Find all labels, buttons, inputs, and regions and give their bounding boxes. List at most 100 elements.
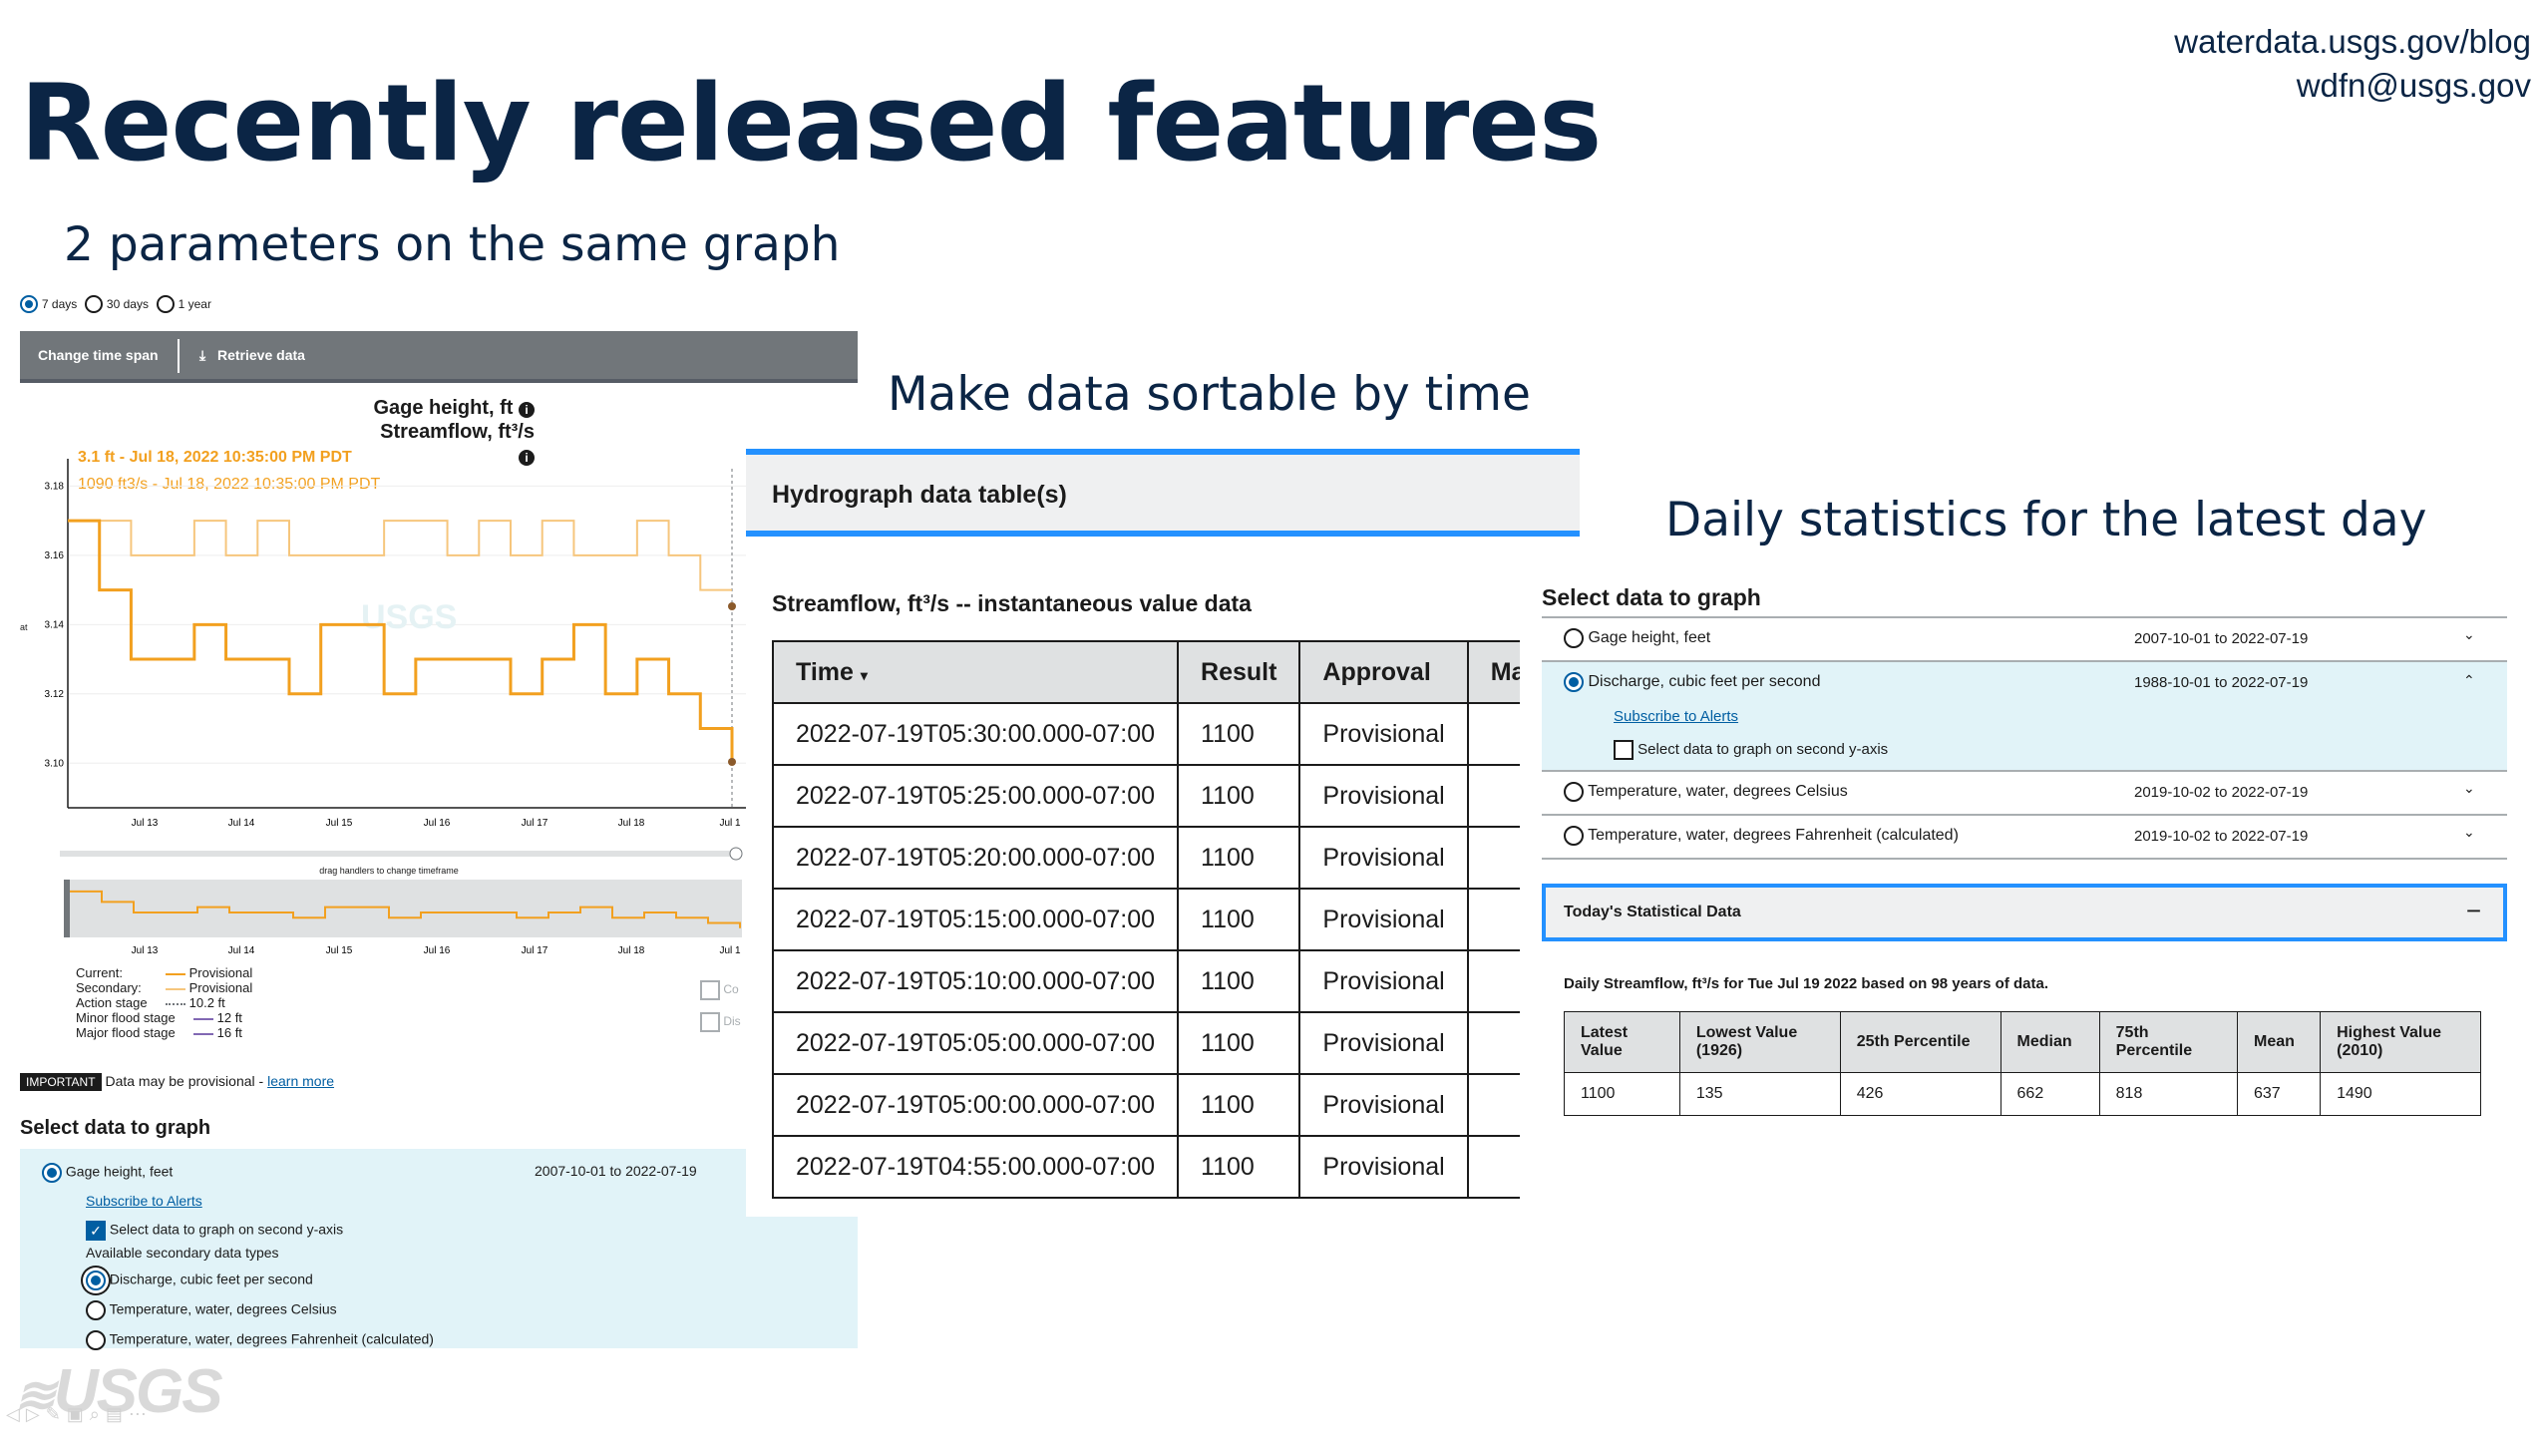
brush-label: drag handlers to change timeframe <box>319 866 459 876</box>
slide-title: Recently released features <box>20 62 1602 184</box>
x-tick-label: Jul 15 <box>326 945 353 956</box>
provisional-notice: IMPORTANT Data may be provisional - lear… <box>20 1073 335 1091</box>
slides-icon[interactable]: ▣ <box>66 1404 90 1424</box>
hydrograph-chart[interactable]: 3.183.163.143.123.10 Jul 13 Jul 14 Jul 15 J… <box>20 459 758 977</box>
cell-mask <box>1466 888 1520 951</box>
info-icon[interactable]: i <box>519 450 535 466</box>
secondary-temp-fahrenheit[interactable]: Temperature, water, degrees Fahrenheit (… <box>86 1330 434 1350</box>
stats-col-header: Median <box>2000 1011 2100 1073</box>
cell-time: 2022-07-19T05:25:00.000-07:00 <box>772 764 1180 828</box>
brush-slider-handle[interactable] <box>729 847 743 861</box>
stats-second-axis-checkbox[interactable] <box>1614 740 1634 760</box>
brush-left-handle[interactable] <box>64 880 70 937</box>
contact-email[interactable]: wdfn@usgs.gov <box>2296 67 2531 104</box>
radio-7-days-icon[interactable] <box>20 295 38 314</box>
radio-1-year-icon[interactable] <box>156 295 175 314</box>
stats-param-gage-height[interactable]: Gage height, feet 2007-10-01 to 2022-07-… <box>1542 618 2507 662</box>
col-mask-header[interactable]: Mask <box>1466 640 1520 704</box>
radio-temp-fahrenheit[interactable] <box>86 1330 106 1350</box>
cell-approval: Provisional <box>1298 949 1469 1013</box>
x-tick-label: Jul 1 <box>719 818 741 829</box>
second-axis-checkbox[interactable]: ✓ <box>86 1221 106 1241</box>
chevron-down-icon[interactable]: ⌄ <box>2463 824 2475 840</box>
legend-current: Current: Provisional <box>76 965 253 980</box>
secondary-discharge[interactable]: Discharge, cubic feet per second <box>86 1271 313 1290</box>
chevron-down-icon[interactable]: ⌄ <box>2463 626 2475 642</box>
stats-param-temp-celsius[interactable]: Temperature, water, degrees Celsius 2019… <box>1542 772 2507 816</box>
side-check-1[interactable] <box>700 979 720 1000</box>
info-icon[interactable]: i <box>519 402 535 418</box>
contact-url[interactable]: waterdata.usgs.gov/blog <box>2174 23 2531 60</box>
radio-7-days[interactable]: 7 days <box>20 295 77 314</box>
table-caption: Streamflow, ft³/s -- instantaneous value… <box>772 590 1252 616</box>
todays-stats-accordion[interactable]: Today's Statistical Data − <box>1542 884 2507 941</box>
cell-approval: Provisional <box>1298 888 1469 951</box>
usgs-footer-logo: ≋USGS <box>14 1357 223 1426</box>
table-accordion-title: Hydrograph data table(s) <box>772 481 1067 509</box>
x-tick-label: Jul 18 <box>618 945 645 956</box>
stats-param-discharge[interactable]: Discharge, cubic feet per second 1988-10… <box>1542 662 2507 772</box>
chevron-up-icon[interactable]: ⌃ <box>2463 672 2475 688</box>
chevron-down-icon[interactable]: ⌄ <box>2463 780 2475 796</box>
subscribe-alerts-link[interactable]: Subscribe to Alerts <box>86 1193 202 1209</box>
stats-value-cell: 135 <box>1678 1072 1841 1116</box>
play-icon[interactable]: ▷ <box>25 1404 46 1424</box>
graph-title-streamflow: Streamflow, ft³/s <box>380 421 535 443</box>
available-secondary-label: Available secondary data types <box>86 1245 279 1261</box>
stats-subscribe-link[interactable]: Subscribe to Alerts <box>1614 708 1739 725</box>
prev-slide-icon[interactable]: ◁ <box>6 1404 26 1424</box>
cell-result: 1100 <box>1177 1135 1301 1199</box>
more-options-icon[interactable]: ⋯ <box>128 1404 153 1424</box>
retrieve-data-button[interactable]: Retrieve data <box>217 347 305 363</box>
radio-discharge[interactable] <box>86 1271 106 1290</box>
stats-gage-range: 2007-10-01 to 2022-07-19 <box>2134 630 2309 647</box>
radio-30-days-icon[interactable] <box>85 295 104 314</box>
y-tick-label: 3.10 <box>45 758 65 769</box>
radio-stats-fahrenheit[interactable] <box>1564 826 1584 846</box>
cell-mask <box>1466 1135 1520 1199</box>
col-approval-header[interactable]: Approval <box>1298 640 1469 704</box>
select-data-panel: Gage height, feet 2007-10-01 to 2022-07-… <box>20 1149 858 1350</box>
zoom-icon[interactable]: ⌕ <box>89 1404 106 1424</box>
cell-time: 2022-07-19T05:20:00.000-07:00 <box>772 826 1180 890</box>
radio-stats-discharge[interactable] <box>1564 672 1584 692</box>
secondary-temp-celsius[interactable]: Temperature, water, degrees Celsius <box>86 1300 337 1320</box>
daily-stats-table: Latest Value Lowest Value (1926) 25th Perc… <box>1564 1011 2481 1116</box>
side-check-2[interactable] <box>700 1011 720 1032</box>
x-tick-label: Jul 18 <box>618 818 645 829</box>
pen-icon[interactable]: ✎ <box>45 1404 67 1424</box>
hydrograph-table-accordion[interactable]: Hydrograph data table(s) <box>746 449 1580 537</box>
y-tick-label: 3.18 <box>45 481 65 492</box>
table-scroll-area[interactable]: Time ▾ Result Approval Mask 2022-07-19T0… <box>772 640 1520 1219</box>
radio-1-year[interactable]: 1 year <box>156 295 211 314</box>
change-time-span-button[interactable]: Change time span <box>38 347 159 363</box>
stats-col-header: 25th Percentile <box>1839 1011 2001 1073</box>
cell-mask <box>1466 826 1520 890</box>
divider <box>1542 616 2507 618</box>
download-icon[interactable]: ⤓ <box>199 347 206 363</box>
radio-temp-celsius[interactable] <box>86 1300 106 1320</box>
radio-gage-height[interactable] <box>42 1163 62 1183</box>
stats-param-temp-fahrenheit[interactable]: Temperature, water, degrees Fahrenheit (… <box>1542 816 2507 860</box>
toolbar-divider <box>178 339 180 373</box>
brush-overview-area[interactable] <box>68 880 742 937</box>
second-axis-option[interactable]: ✓ Select data to graph on second y-axis <box>86 1221 343 1241</box>
sort-caret-icon[interactable]: ▾ <box>860 666 868 683</box>
graph-legend: Current: Provisional Secondary: Provisio… <box>76 965 252 1040</box>
x-tick-label: Jul 17 <box>522 945 548 956</box>
table-row: 2022-07-19T05:10:00.000-07:00 1100 Provisi… <box>772 949 1520 1013</box>
cell-mask <box>1466 949 1520 1013</box>
learn-more-link[interactable]: learn more <box>267 1073 335 1089</box>
radio-stats-celsius[interactable] <box>1564 782 1584 802</box>
radio-30-days[interactable]: 30 days <box>85 295 149 314</box>
usgs-wave-icon: ≋ <box>14 1367 56 1423</box>
table-row: 2022-07-19T05:25:00.000-07:00 1100 Provisi… <box>772 764 1520 828</box>
col-result-header[interactable]: Result <box>1177 640 1301 704</box>
col-time-header[interactable]: Time ▾ <box>772 640 1180 704</box>
presentation-controls: ◁▷✎▣⌕▤⋯ <box>6 1404 153 1425</box>
radio-stats-gage[interactable] <box>1564 628 1584 648</box>
collapse-minus-icon[interactable]: − <box>2465 896 2481 925</box>
cell-approval: Provisional <box>1298 1011 1469 1075</box>
param-gage-height[interactable]: Gage height, feet <box>42 1163 173 1183</box>
subtitles-icon[interactable]: ▤ <box>105 1404 129 1424</box>
